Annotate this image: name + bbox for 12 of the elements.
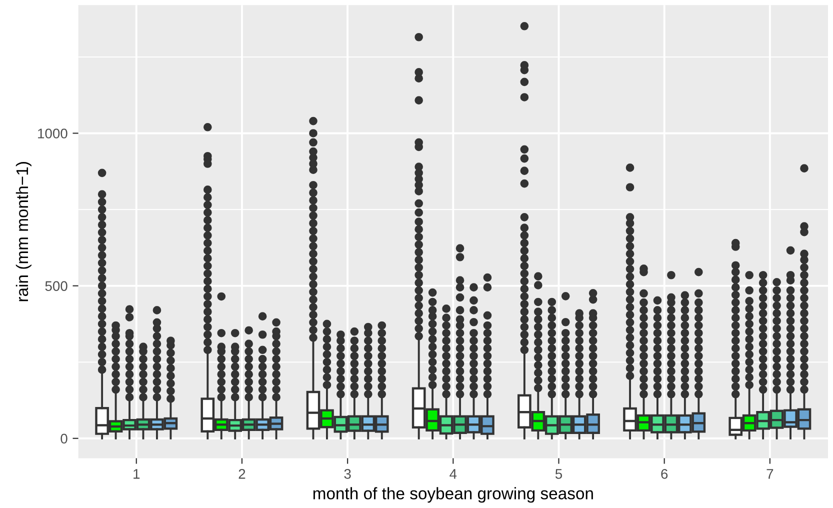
x-tick-label: 6	[661, 469, 668, 479]
x-tick-label: 2	[238, 469, 246, 479]
y-axis-title: rain (mm month−1)	[16, 162, 32, 302]
x-tick-label: 3	[344, 469, 351, 479]
x-axis-title: month of the soybean growing season	[313, 487, 593, 503]
y-tick-label: 1000	[38, 128, 68, 138]
y-tick-label: 0	[60, 434, 68, 444]
y-tick-label: 500	[45, 281, 68, 291]
x-tick-label: 1	[134, 469, 140, 479]
x-tick-label: 4	[450, 469, 457, 479]
x-tick-label: 7	[766, 469, 774, 479]
x-tick-label: 5	[555, 469, 562, 479]
